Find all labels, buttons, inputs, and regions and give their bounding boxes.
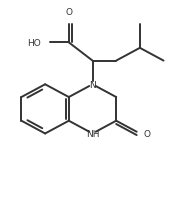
Text: NH: NH: [86, 129, 99, 138]
Text: N: N: [89, 80, 96, 89]
Text: O: O: [144, 129, 151, 138]
Text: HO: HO: [27, 39, 41, 48]
Text: O: O: [65, 8, 72, 17]
